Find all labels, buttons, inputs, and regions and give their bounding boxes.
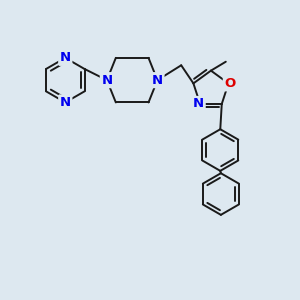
Text: N: N xyxy=(60,96,71,109)
Text: N: N xyxy=(101,74,112,87)
Text: N: N xyxy=(193,98,204,110)
Text: O: O xyxy=(224,77,236,90)
Text: N: N xyxy=(152,74,163,87)
Text: N: N xyxy=(60,51,71,64)
